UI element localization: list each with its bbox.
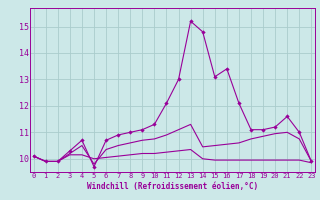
X-axis label: Windchill (Refroidissement éolien,°C): Windchill (Refroidissement éolien,°C) [87, 182, 258, 191]
